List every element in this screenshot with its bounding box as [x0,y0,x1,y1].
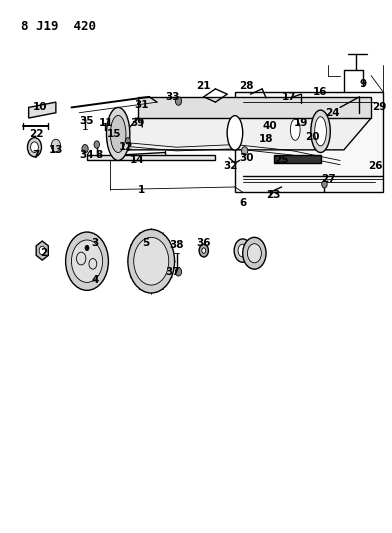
Circle shape [65,232,109,290]
Circle shape [31,142,38,152]
Text: 25: 25 [274,156,289,165]
Text: 7: 7 [33,150,40,160]
Text: 16: 16 [313,86,328,96]
Circle shape [27,138,42,157]
Polygon shape [87,155,216,160]
Text: 8: 8 [95,150,102,160]
Ellipse shape [111,115,126,152]
Polygon shape [111,118,371,150]
Text: 27: 27 [321,174,336,184]
Text: 21: 21 [196,81,211,91]
Circle shape [51,139,60,152]
Text: 19: 19 [294,118,308,128]
Ellipse shape [107,108,130,160]
Text: 13: 13 [49,145,63,155]
Text: 11: 11 [99,118,114,128]
Text: 23: 23 [267,190,281,200]
Text: 15: 15 [107,129,122,139]
Text: 17: 17 [282,92,297,102]
Text: 9: 9 [360,78,367,88]
Text: 32: 32 [224,161,238,171]
Text: 5: 5 [142,238,149,248]
Circle shape [199,244,209,257]
Circle shape [243,237,266,269]
Circle shape [128,229,174,293]
Ellipse shape [227,116,243,150]
Circle shape [39,246,45,255]
Text: 3: 3 [91,238,98,248]
Text: 30: 30 [240,153,254,163]
Text: 35: 35 [80,116,94,126]
Polygon shape [274,155,321,163]
Text: 18: 18 [259,134,273,144]
Circle shape [202,248,206,253]
Circle shape [82,144,88,153]
Polygon shape [138,97,371,118]
Text: 10: 10 [33,102,47,112]
Text: 33: 33 [165,92,180,102]
Circle shape [247,244,261,263]
Circle shape [125,138,130,144]
Text: 29: 29 [372,102,386,112]
Circle shape [322,181,327,188]
Circle shape [71,240,103,282]
Circle shape [175,268,181,276]
Circle shape [175,97,181,106]
Circle shape [241,147,248,155]
Circle shape [94,141,100,148]
Text: 28: 28 [240,81,254,91]
Text: 37: 37 [165,267,180,277]
Text: 22: 22 [29,129,44,139]
Text: 2: 2 [41,248,48,259]
Text: 34: 34 [80,150,94,160]
Ellipse shape [290,119,300,140]
Text: 38: 38 [169,240,184,251]
Text: 40: 40 [263,121,277,131]
Polygon shape [29,102,56,118]
Circle shape [238,244,247,257]
Text: 26: 26 [368,161,382,171]
Text: 39: 39 [131,118,145,128]
Ellipse shape [311,110,330,152]
Text: 6: 6 [239,198,246,208]
Text: 14: 14 [130,156,145,165]
Text: 12: 12 [119,142,133,152]
Circle shape [85,245,89,251]
Text: 20: 20 [305,132,320,142]
Circle shape [134,237,169,285]
Text: 4: 4 [91,274,98,285]
Text: 31: 31 [134,100,149,110]
Text: 8 J19  420: 8 J19 420 [21,20,96,33]
Text: 24: 24 [325,108,339,118]
Text: 1: 1 [138,184,145,195]
Ellipse shape [315,117,327,146]
Circle shape [234,239,251,262]
Polygon shape [235,92,383,192]
Text: 36: 36 [196,238,211,248]
